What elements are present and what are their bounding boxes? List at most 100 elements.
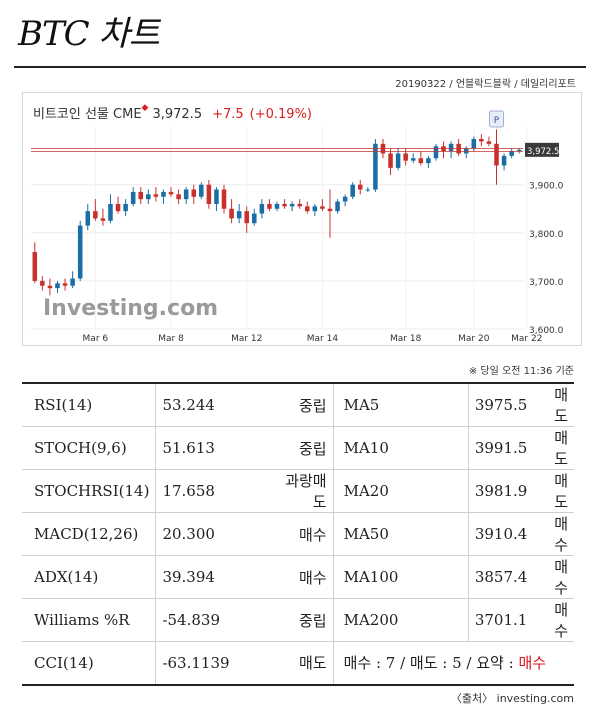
y-tick-label: 3,800.0 <box>529 230 564 240</box>
y-tick-label: 3,600.0 <box>529 326 564 336</box>
candle-body <box>312 206 318 212</box>
candle-body <box>206 184 212 204</box>
indicator-name: STOCHRSI(14) <box>22 469 157 513</box>
x-tick-label: Mar 18 <box>390 334 422 344</box>
source-credit: 〈출처〉 investing.com <box>450 692 574 705</box>
candle-body <box>55 283 60 289</box>
indicator-value: 51.613 <box>155 426 266 470</box>
ma-signal: 매수 <box>548 512 574 556</box>
chart-header: 비트코인 선물 CME◆ 3,972.5 +7.5 (+0.19%) <box>33 103 312 122</box>
candle-body <box>365 189 371 191</box>
candle-body <box>479 139 484 142</box>
indicator-signal: 과랑매도 <box>265 469 334 513</box>
candle-body <box>433 146 439 159</box>
candle-body <box>289 203 295 207</box>
x-tick-label: Mar 8 <box>158 334 184 344</box>
indicator-name: Williams %R <box>22 598 157 642</box>
indicator-signal: 중립 <box>265 383 334 427</box>
indicator-signal: 매수 <box>265 512 334 556</box>
indicator-signal: 매수 <box>265 555 334 599</box>
candle-body <box>138 191 144 200</box>
candle-body <box>395 153 401 168</box>
candle-body <box>282 203 287 207</box>
candle-body <box>47 285 53 289</box>
indicator-row: RSI(14) 53.244 중립 MA5 3975.5 매도 <box>22 383 574 427</box>
ma-signal: 매수 <box>548 598 574 642</box>
candle-body <box>350 184 355 197</box>
candle-body <box>146 194 151 200</box>
indicator-row: CCI(14) -63.1139 매도 매수 : 7 / 매도 : 5 / 요약 : … <box>22 641 574 685</box>
indicator-signal: 중립 <box>265 598 334 642</box>
candle-body <box>297 203 302 207</box>
indicator-value: -63.1139 <box>162 653 230 672</box>
investing-watermark: Investing.com <box>43 296 218 321</box>
candle-body <box>342 196 348 202</box>
indicator-name: CCI(14) <box>22 641 157 685</box>
candle-body <box>327 208 333 212</box>
candle-body <box>115 203 121 212</box>
candle-body <box>305 206 310 212</box>
ma-signal: 매도 <box>548 469 574 513</box>
candle-body <box>153 194 159 197</box>
indicator-signal: 중립 <box>265 426 334 470</box>
ma-value: 3910.4 <box>468 512 549 556</box>
candle-body <box>93 211 98 219</box>
candle-body <box>501 155 507 166</box>
indicator-name: MACD(12,26) <box>22 512 157 556</box>
summary-result: 매수 <box>518 654 547 673</box>
ma-value: 3981.9 <box>468 469 549 513</box>
candle-body <box>62 283 68 286</box>
candle-body <box>403 153 408 161</box>
price-chart: Investing.com 3,972.5 P 3,600.0 3,700.0 3,8… <box>22 92 582 346</box>
candle-body <box>509 151 514 156</box>
last-price-label: 3,972.5 <box>527 147 559 157</box>
timestamp-note: ※ 당일 오전 11:36 기준 <box>468 366 574 377</box>
ma-signal: 매도 <box>548 426 574 470</box>
ma-value: 3975.5 <box>468 383 549 427</box>
candle-body <box>85 211 91 226</box>
instrument-name: 비트코인 선물 CME <box>33 107 142 122</box>
candle-body <box>244 211 249 224</box>
candle-body <box>221 189 227 209</box>
candle-body <box>183 189 189 200</box>
candle-body <box>123 203 128 212</box>
candle-body <box>77 225 83 279</box>
indicator-value: 17.658 <box>155 469 266 513</box>
candle-body <box>161 191 166 197</box>
candle-body <box>32 252 38 281</box>
price-change-pct: (+0.19%) <box>249 107 313 122</box>
x-tick-label: Mar 6 <box>83 334 109 344</box>
candle-body <box>130 191 136 204</box>
candle-body <box>516 149 522 152</box>
candle-body <box>274 203 280 209</box>
ma-value: 3701.1 <box>468 598 549 642</box>
ma-name: MA5 <box>333 383 469 427</box>
indicator-value: 39.394 <box>155 555 266 599</box>
indicator-row: MACD(12,26) 20.300 매수 MA50 3910.4 매수 <box>22 512 574 556</box>
candle-body <box>40 280 45 286</box>
indicator-name: RSI(14) <box>22 383 157 427</box>
ma-signal: 매도 <box>548 383 574 427</box>
candle-body <box>176 194 181 200</box>
indicator-row: Williams %R -54.839 중립 MA200 3701.1 매수 <box>22 598 574 642</box>
page-title: BTC 차트 <box>18 14 160 54</box>
candle-body <box>100 218 106 221</box>
candle-body <box>335 201 340 212</box>
ma-signal: 매수 <box>548 555 574 599</box>
x-tick-label: Mar 22 <box>511 334 542 344</box>
ma-name: MA200 <box>333 598 469 642</box>
ma-value: 3991.5 <box>468 426 549 470</box>
candle-body <box>259 203 265 214</box>
candle-body <box>199 184 204 197</box>
signal-summary: 매수 : 7 / 매도 : 5 / 요약 : 매수 <box>333 642 574 685</box>
indicator-name: STOCH(9,6) <box>22 426 157 470</box>
candle-body <box>373 143 378 190</box>
candlestick-chart-svg: Investing.com 3,972.5 P 3,600.0 3,700.0 3,8… <box>31 110 564 344</box>
candle-body <box>486 141 492 144</box>
y-tick-label: 3,700.0 <box>529 278 564 288</box>
indicator-row: STOCHRSI(14) 17.658 과랑매도 MA20 3981.9 매도 <box>22 469 574 513</box>
candle-body <box>471 139 477 149</box>
indicator-value: 53.244 <box>155 383 266 427</box>
instrument-price: 3,972.5 <box>152 107 203 122</box>
y-tick-label: 3,900.0 <box>529 182 564 192</box>
